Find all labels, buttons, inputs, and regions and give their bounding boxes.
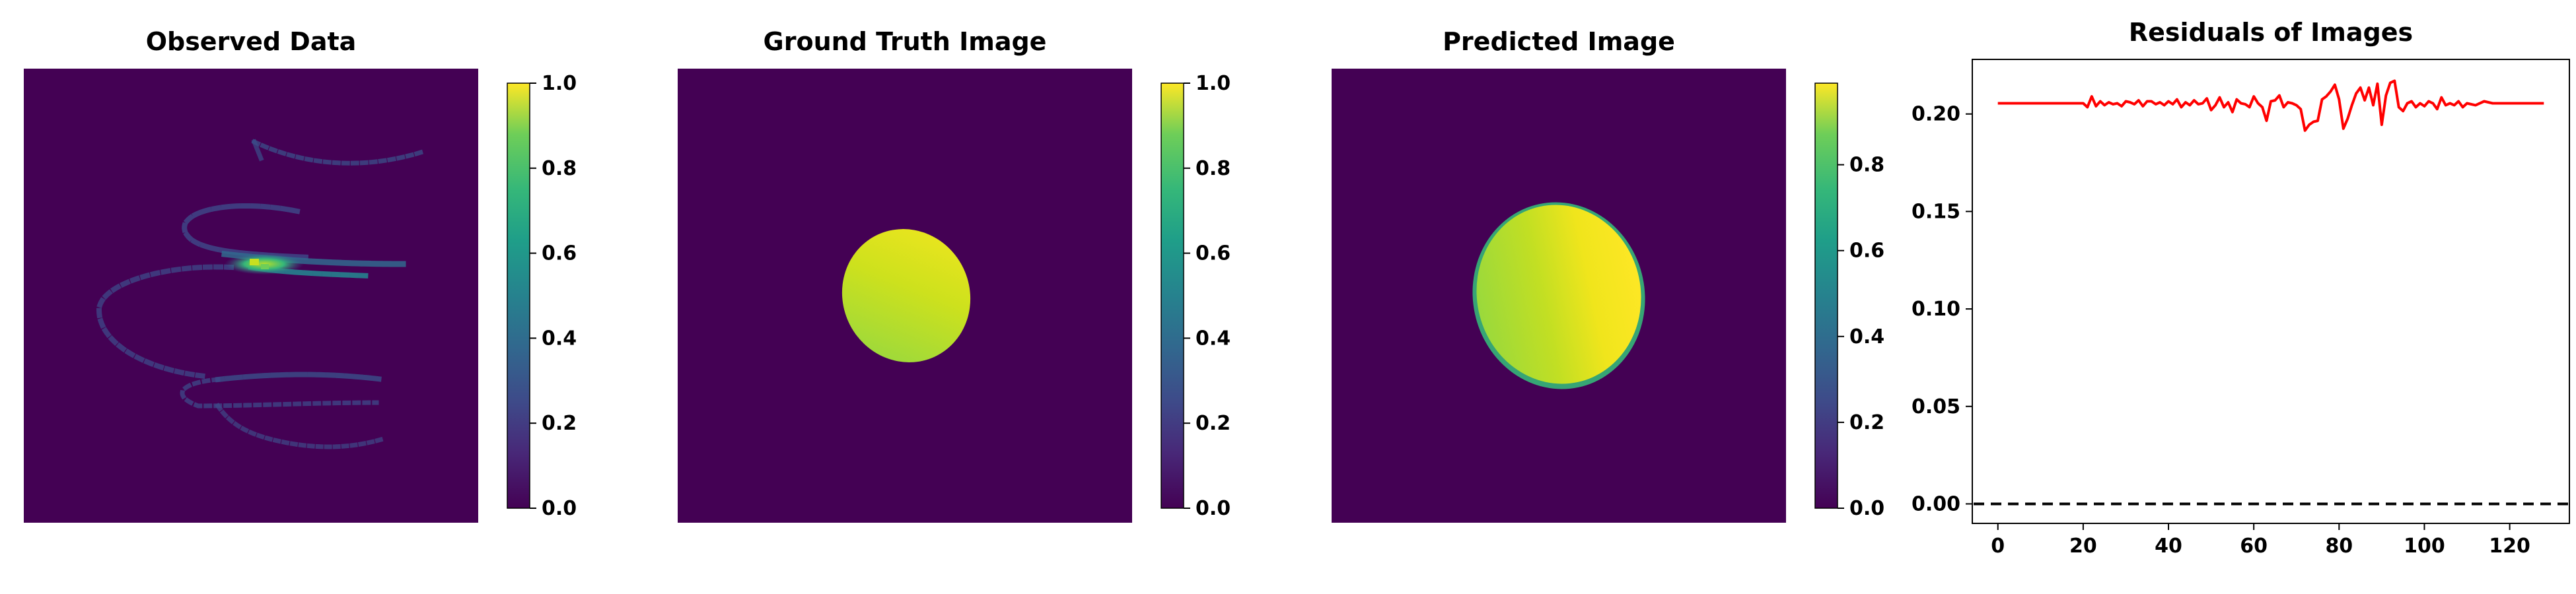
residuals-y-axis: 0.00 0.05 0.10 0.15 0.20 — [1912, 103, 1972, 515]
colorbar-tick-label: 0.6 — [1196, 242, 1231, 265]
ground-truth-colorbar: 0.0 0.2 0.4 0.6 0.8 1.0 — [1161, 72, 1231, 520]
x-tick-label: 40 — [2155, 535, 2182, 558]
residual-series-line — [1997, 79, 2544, 132]
residuals-x-axis: 0 20 40 60 80 100 120 — [1991, 523, 2530, 558]
y-tick-label: 0.10 — [1912, 298, 1960, 321]
x-tick-label: 0 — [1991, 535, 2005, 558]
panel-observed: Observed Data 0.0 0.2 0.4 0.6 0.8 1.0 — [24, 27, 577, 523]
colorbar-tick-label: 0.4 — [542, 327, 577, 350]
colorbar-tick-label: 0.8 — [1849, 154, 1884, 177]
predicted-title: Predicted Image — [1443, 27, 1675, 56]
x-tick-label: 20 — [2069, 535, 2097, 558]
residuals-title: Residuals of Images — [2129, 18, 2413, 47]
x-tick-label: 120 — [2489, 535, 2530, 558]
x-tick-label: 60 — [2240, 535, 2268, 558]
predicted-colorbar: 0.0 0.2 0.4 0.6 0.8 — [1814, 82, 1884, 520]
colorbar-tick-label: 0.2 — [1196, 412, 1231, 435]
colorbar-tick-label: 0.0 — [1849, 497, 1884, 520]
colorbar-tick-label: 0.2 — [542, 412, 577, 435]
x-tick-label: 100 — [2404, 535, 2445, 558]
colorbar-tick-label: 0.0 — [542, 497, 577, 520]
observed-peak-2 — [261, 264, 269, 269]
panel-predicted: Predicted Image 0.0 0.2 0.4 0.6 0.8 — [1332, 27, 1884, 523]
colorbar-tick-label: 0.2 — [1849, 411, 1884, 434]
colorbar-tick-label: 0.8 — [1196, 157, 1231, 180]
colorbar-tick-label: 0.6 — [1849, 240, 1884, 263]
colorbar-tick-label: 0.0 — [1196, 497, 1231, 520]
x-tick-label: 80 — [2325, 535, 2353, 558]
colorbar-tick-label: 1.0 — [1196, 72, 1231, 95]
colorbar-tick-label: 1.0 — [542, 72, 577, 95]
colorbar-tick-label: 0.6 — [542, 242, 577, 265]
residuals-axes — [1972, 59, 2570, 524]
y-tick-label: 0.05 — [1912, 395, 1960, 418]
colorbar-tick-label: 0.4 — [1196, 327, 1231, 350]
y-tick-label: 0.15 — [1912, 200, 1960, 223]
observed-title: Observed Data — [146, 27, 357, 56]
predicted-blob — [1476, 205, 1641, 384]
ground-truth-title: Ground Truth Image — [764, 27, 1047, 56]
panel-ground-truth: Ground Truth Image 0.0 0.2 0.4 0.6 0.8 1.0 — [678, 27, 1231, 523]
y-tick-label: 0.20 — [1912, 103, 1960, 126]
colorbar-tick-label: 0.4 — [1849, 325, 1884, 348]
observed-colorbar: 0.0 0.2 0.4 0.6 0.8 1.0 — [507, 72, 577, 520]
observed-peak — [250, 259, 259, 265]
ground-truth-blob — [841, 229, 971, 362]
y-tick-label: 0.00 — [1912, 492, 1960, 515]
colorbar-tick-label: 0.8 — [542, 157, 577, 180]
observed-image — [24, 69, 478, 523]
panel-residuals: Residuals of Images 0.00 0.05 0.10 0.15 0.20… — [1912, 18, 2570, 558]
